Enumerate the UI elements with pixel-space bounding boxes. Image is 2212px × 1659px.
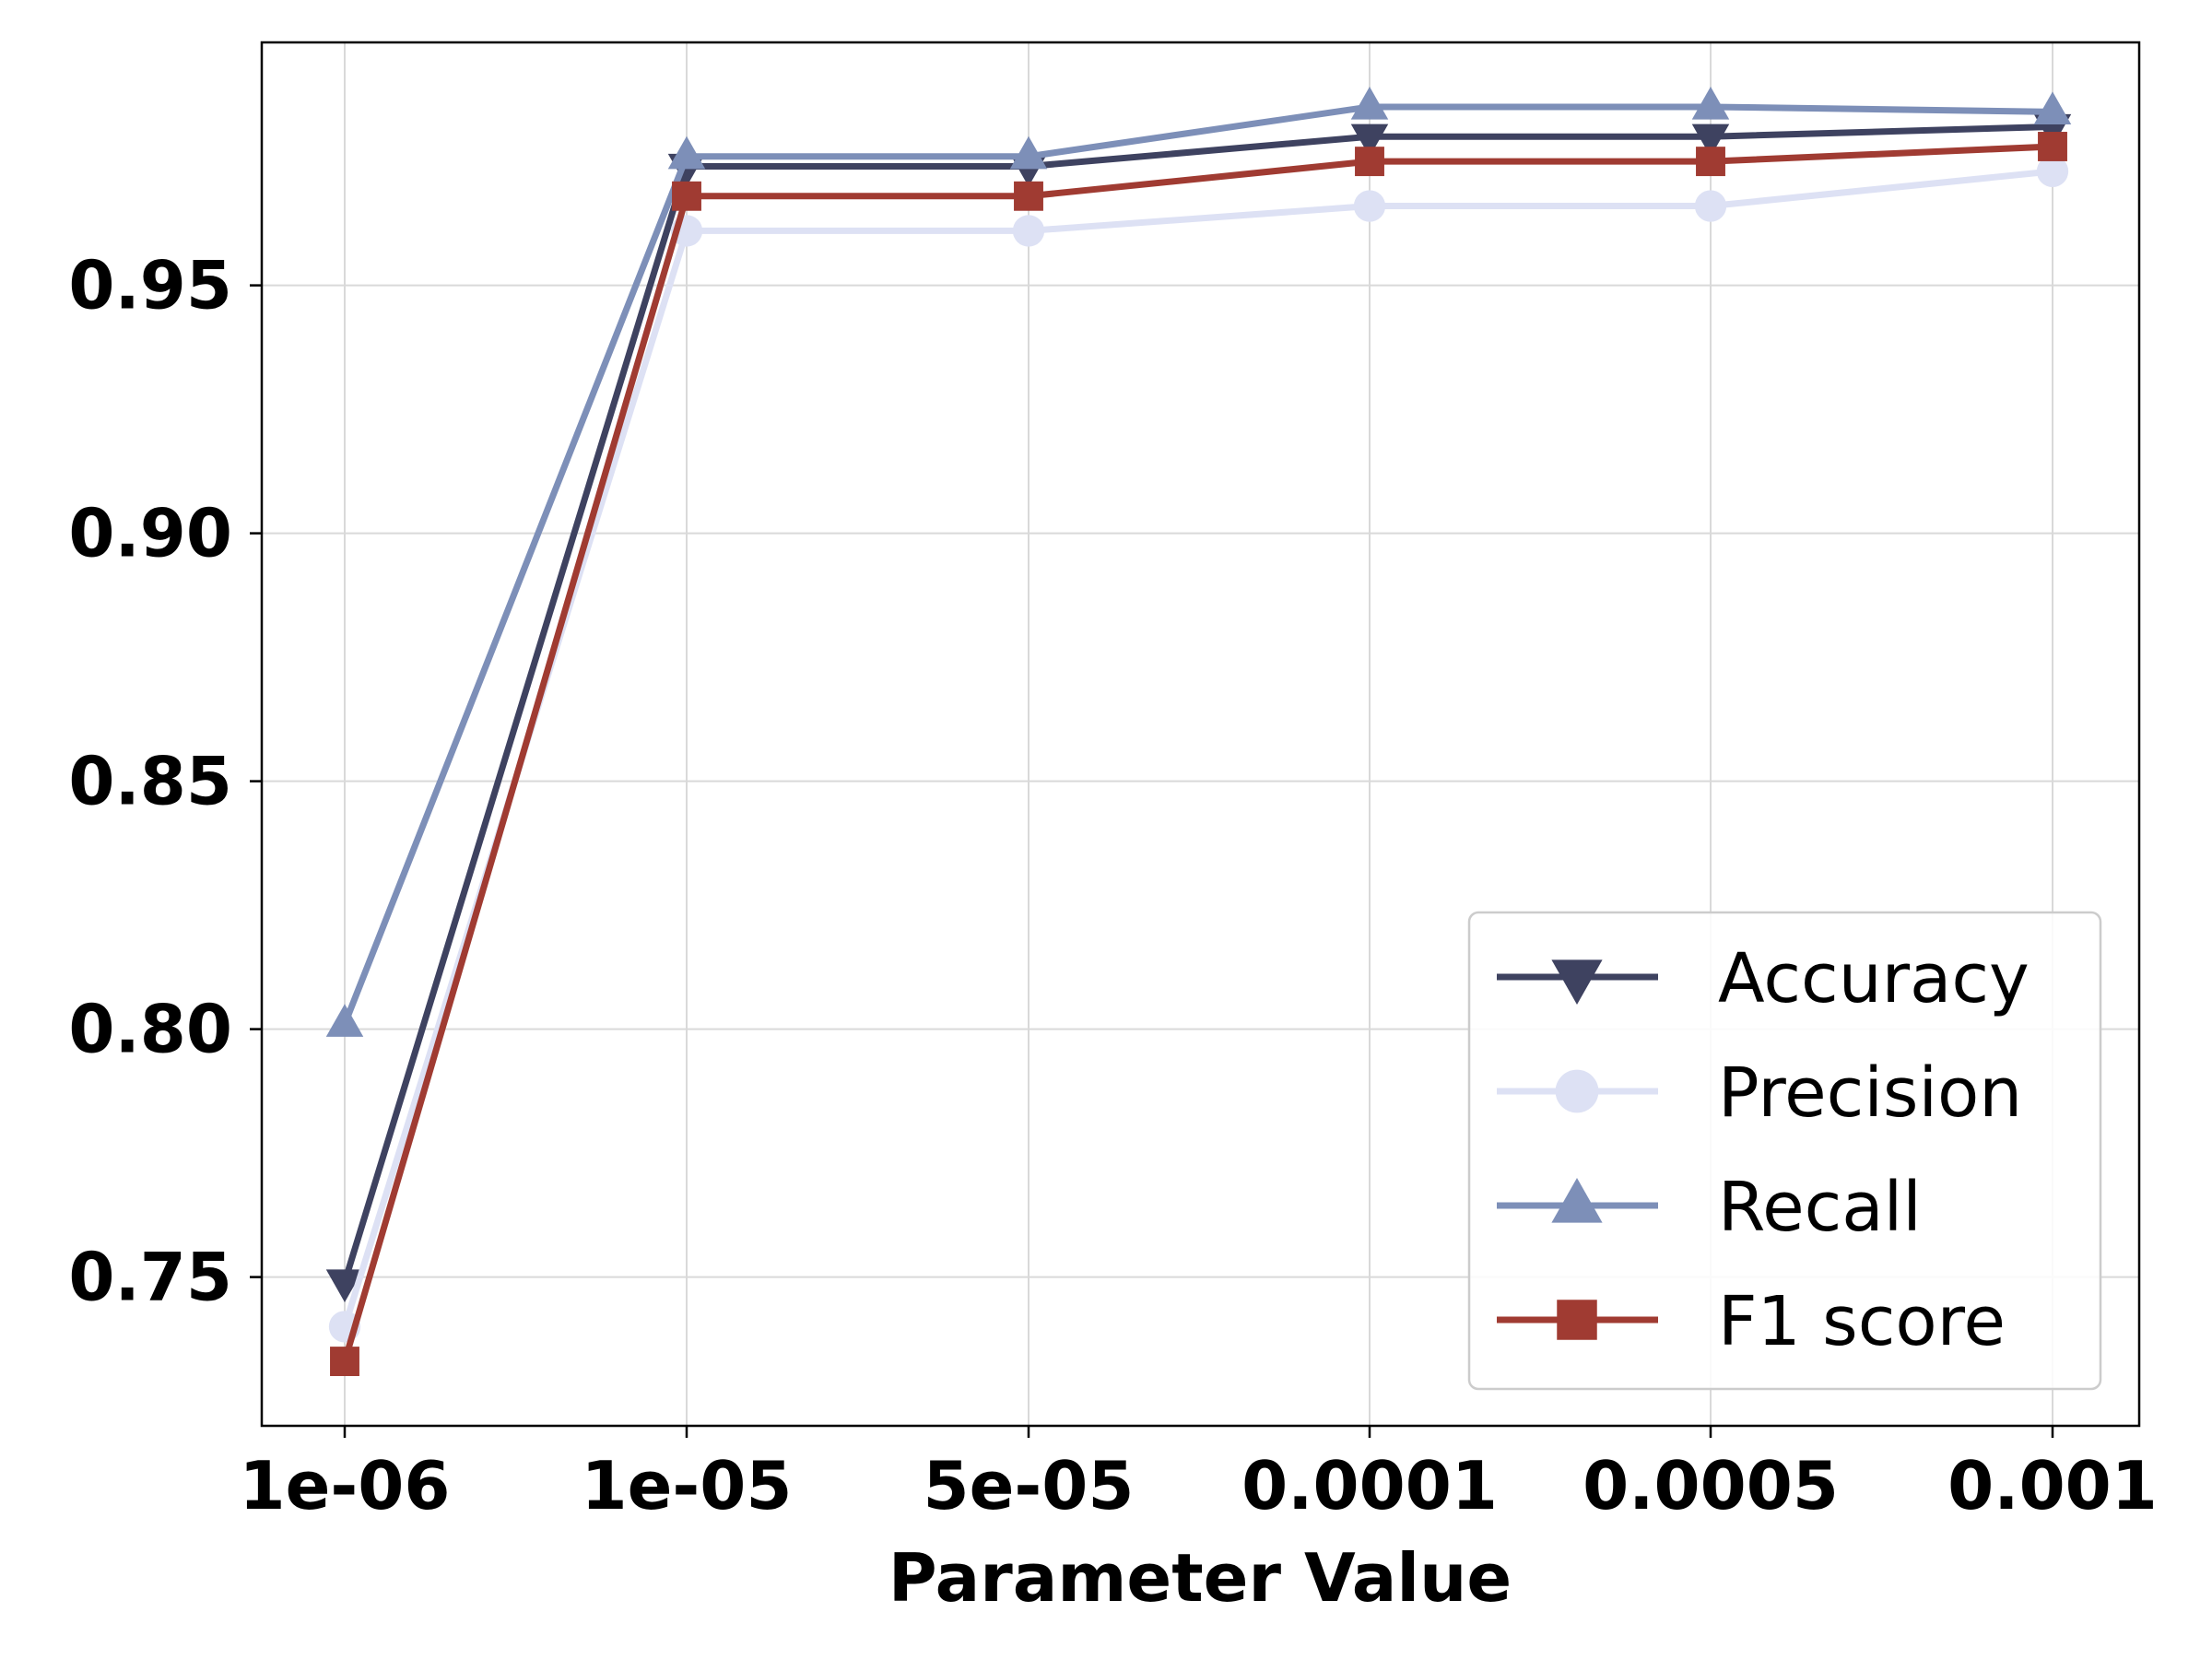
legend-marker (1551, 1178, 1603, 1223)
data-point (1350, 124, 1389, 158)
x-tick-label: 0.0005 (1583, 1447, 1839, 1524)
x-axis-ticks: 1e-06 1e-05 5e-05 0.0001 0.0005 0.001 (239, 1426, 2158, 1524)
data-point (672, 181, 701, 211)
data-point (1012, 215, 1045, 247)
data-point (325, 1269, 364, 1302)
legend-label: Precision (1718, 1053, 2022, 1133)
data-point (667, 135, 706, 170)
legend-label: Recall (1718, 1168, 1922, 1247)
legend-marker (1551, 959, 1603, 1005)
series-precision (328, 155, 2069, 1343)
series-f1-score (330, 132, 2067, 1377)
legend-box (1467, 911, 2102, 1391)
data-point (330, 1347, 359, 1377)
data-point (1353, 190, 1386, 222)
data-point (1350, 86, 1389, 120)
data-point (1009, 135, 1048, 170)
legend-label: Accuracy (1718, 939, 2030, 1018)
data-point (1696, 147, 1725, 177)
x-tick-label: 5e-05 (923, 1447, 1134, 1524)
data-point (1691, 86, 1730, 120)
y-tick-label: 0.95 (68, 247, 232, 324)
data-point (2036, 155, 2069, 188)
x-tick-label: 0.0001 (1241, 1447, 1498, 1524)
y-tick-label: 0.75 (68, 1239, 232, 1316)
x-tick-label: 1e-06 (239, 1447, 450, 1524)
plot-frame (260, 41, 2141, 1428)
data-point (2033, 91, 2072, 124)
series-recall (325, 86, 2072, 1037)
y-axis-ticks: 0.75 0.80 0.85 0.90 0.95 (68, 247, 262, 1316)
data-point (1014, 181, 1043, 211)
data-point (2038, 132, 2067, 161)
data-point (1694, 190, 1727, 222)
series-line (341, 143, 2053, 1363)
series-line (341, 103, 2053, 1026)
data-point (1691, 124, 1730, 158)
y-tick-label: 0.80 (68, 991, 232, 1068)
legend-label: F1 score (1718, 1282, 2006, 1361)
x-tick-label: 0.001 (1947, 1447, 2158, 1524)
data-point (1355, 147, 1384, 177)
y-tick-label: 0.90 (68, 495, 232, 572)
series-line (341, 168, 2053, 1328)
series-line (341, 123, 2053, 1284)
legend-marker (1555, 1069, 1599, 1113)
legend-marker (1557, 1300, 1597, 1340)
series-layer (325, 86, 2072, 1377)
data-point (325, 1004, 364, 1037)
legend: Accuracy Precision Recall F1 score (1467, 911, 2102, 1391)
y-tick-label: 0.85 (68, 743, 232, 820)
x-tick-label: 1e-05 (581, 1447, 792, 1524)
grid (262, 42, 2139, 1426)
x-axis-title: Parameter Value (888, 1539, 1512, 1617)
